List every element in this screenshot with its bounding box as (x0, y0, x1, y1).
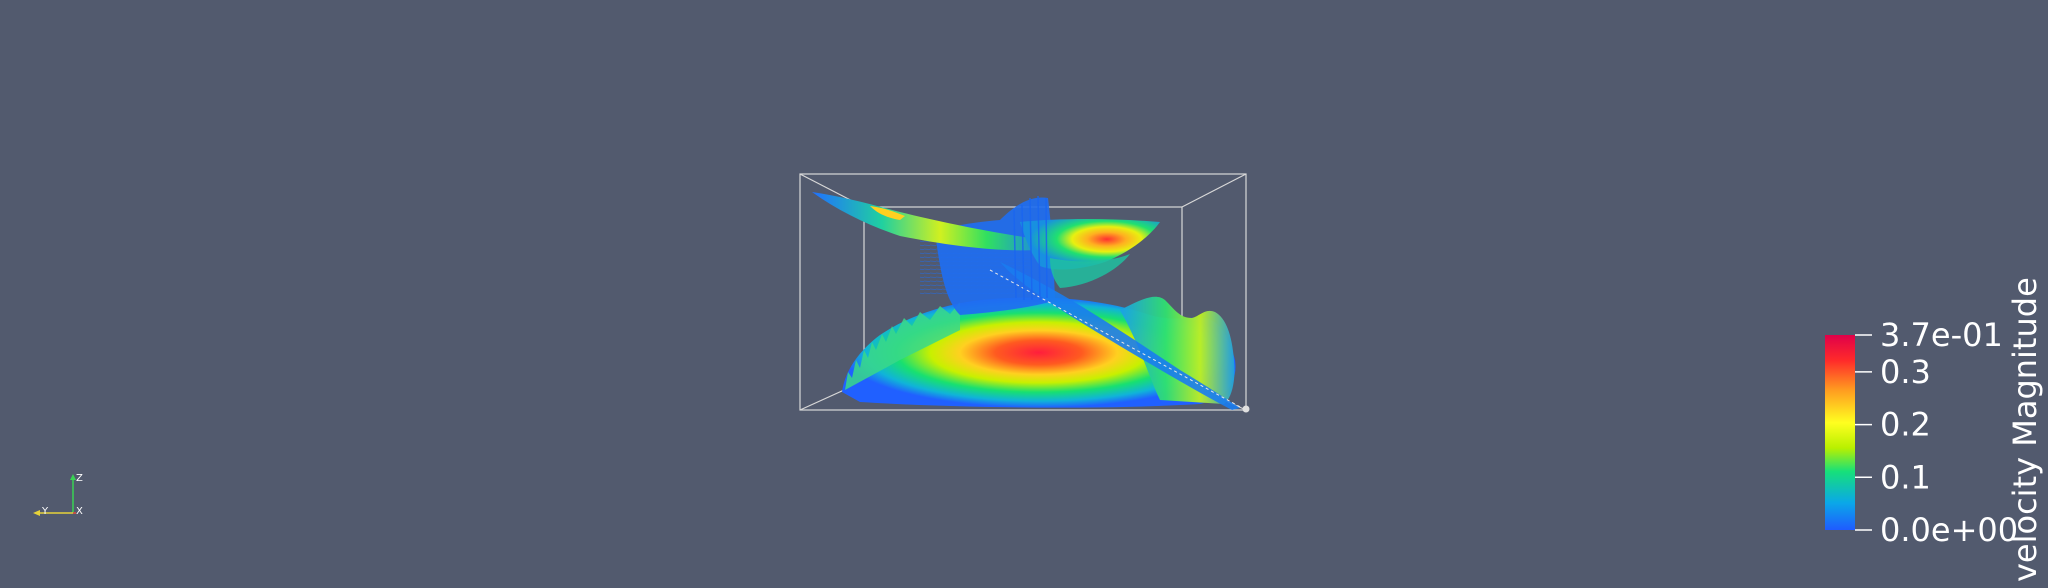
colorbar-tick-label: 0.3 (1880, 353, 1931, 391)
top-right-underlayer (1050, 254, 1130, 288)
velocity-surface[interactable] (812, 192, 1250, 413)
colorbar-tick-label: 3.7e-01 (1880, 316, 2003, 354)
top-left-sheet (812, 192, 1046, 251)
colorbar-ticks: 3.7e-010.3 0.2 0.1 0.0e+00 (1855, 316, 2018, 549)
colorbar-gradient (1825, 335, 1855, 530)
colorbar-tick-label: 0.2 (1880, 406, 1931, 444)
z-axis-label: Z (76, 473, 83, 484)
y-axis-arrow (33, 510, 40, 516)
z-axis-arrow (70, 474, 76, 480)
diagonal-flow (1000, 262, 1240, 410)
x-axis-label: X (76, 506, 83, 517)
vertical-streaklines (1013, 195, 1048, 301)
right-ridge (1120, 296, 1235, 404)
orientation-axes[interactable]: Z Y X (33, 473, 83, 517)
probe-handle[interactable] (1242, 405, 1250, 413)
top-left-hot-streak (870, 206, 905, 220)
colorbar-tick-label: 0.0e+00 (1880, 511, 2018, 549)
y-axis-label: Y (41, 506, 49, 517)
colorbar-tick-label: 0.1 (1880, 458, 1931, 496)
top-right-sheet (1020, 219, 1160, 270)
colorbar[interactable]: 3.7e-010.3 0.2 0.1 0.0e+00 velocity Magnitu… (1825, 277, 2044, 582)
colorbar-title: velocity Magnitude (2006, 277, 2044, 582)
left-fringe (845, 302, 960, 390)
